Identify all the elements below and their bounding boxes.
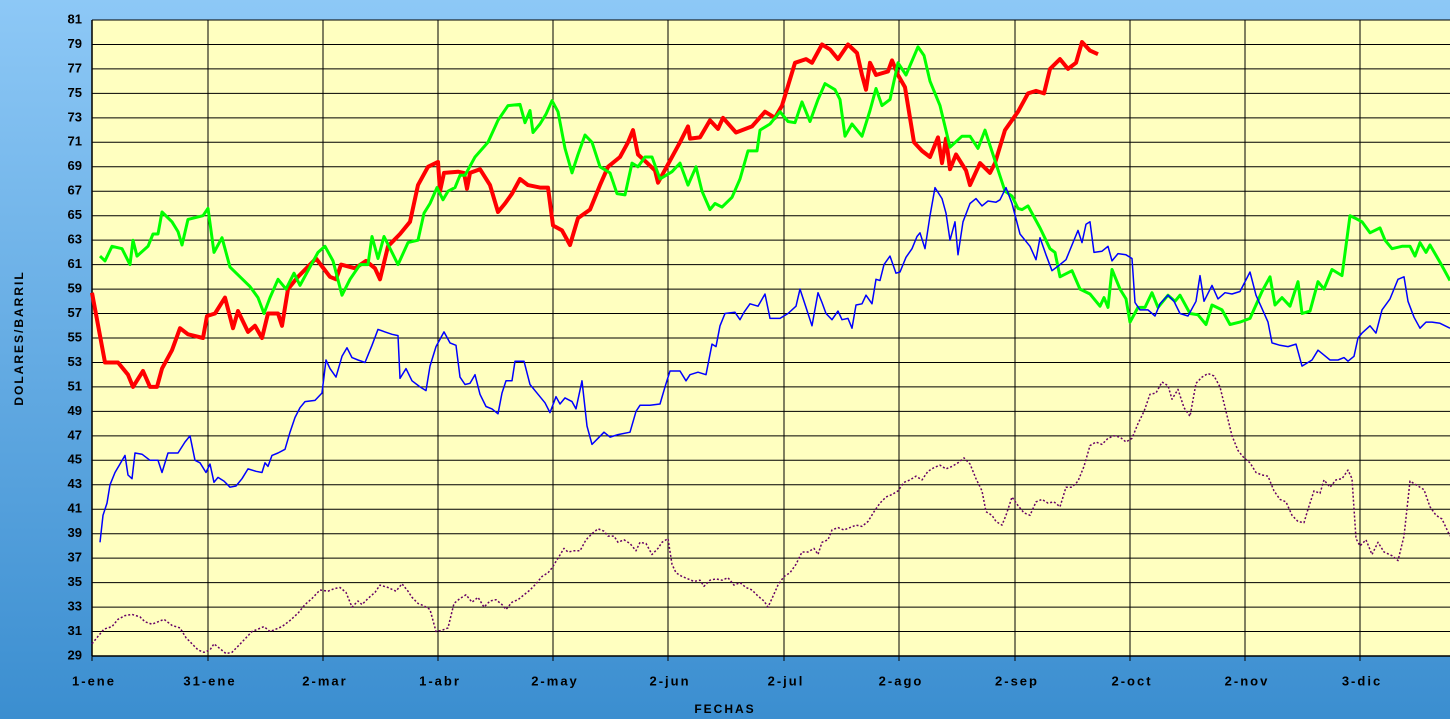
x-tick-label: 3-dic bbox=[1342, 673, 1382, 688]
series-line bbox=[91, 372, 1450, 655]
y-tick-label: 43 bbox=[68, 476, 82, 491]
y-tick-label: 45 bbox=[68, 452, 82, 467]
x-tick-label: 2-mar bbox=[302, 673, 347, 688]
y-tick-label: 65 bbox=[68, 207, 82, 222]
y-tick-label: 71 bbox=[68, 134, 82, 149]
x-axis-title: FECHAS bbox=[694, 702, 755, 716]
y-tick-label: 41 bbox=[68, 501, 82, 516]
y-tick-label: 75 bbox=[68, 85, 82, 100]
y-tick-label: 57 bbox=[68, 305, 82, 320]
x-tick-label: 31-ene bbox=[183, 673, 236, 688]
series-line bbox=[98, 45, 1450, 326]
y-tick-label: 69 bbox=[68, 158, 82, 173]
x-tick-label: 2-oct bbox=[1111, 673, 1152, 688]
y-tick-label: 79 bbox=[68, 36, 82, 51]
x-tick-label: 2-jun bbox=[649, 673, 690, 688]
series-line bbox=[90, 40, 1099, 389]
y-tick-label: 37 bbox=[68, 550, 82, 565]
y-tick-label: 51 bbox=[68, 378, 82, 393]
y-tick-label: 31 bbox=[68, 623, 82, 638]
x-tick-label: 2-may bbox=[531, 673, 579, 688]
y-tick-label: 77 bbox=[68, 60, 82, 75]
y-tick-label: 59 bbox=[68, 281, 82, 296]
y-tick-label: 55 bbox=[68, 329, 82, 344]
series-line bbox=[99, 186, 1450, 543]
y-tick-label: 47 bbox=[68, 427, 82, 442]
y-tick-label: 29 bbox=[68, 647, 82, 662]
x-tick-label: 2-ago bbox=[879, 673, 924, 688]
x-tick-label: 2-sep bbox=[995, 673, 1039, 688]
y-tick-label: 39 bbox=[68, 525, 82, 540]
x-tick-label: 2-nov bbox=[1225, 673, 1270, 688]
y-tick-label: 61 bbox=[68, 256, 82, 271]
y-tick-label: 81 bbox=[68, 11, 82, 26]
x-tick-label: 1-ene bbox=[72, 673, 116, 688]
y-tick-label: 67 bbox=[68, 183, 82, 198]
y-tick-label: 35 bbox=[68, 574, 82, 589]
y-tick-label: 49 bbox=[68, 403, 82, 418]
y-tick-label: 73 bbox=[68, 109, 82, 124]
x-tick-label: 2-jul bbox=[768, 673, 805, 688]
y-tick-label: 33 bbox=[68, 599, 82, 614]
x-tick-label: 1-abr bbox=[419, 673, 461, 688]
y-axis-title: DOLARES/BARRIL bbox=[12, 270, 26, 405]
y-tick-label: 53 bbox=[68, 354, 82, 369]
y-tick-label: 63 bbox=[68, 232, 82, 247]
